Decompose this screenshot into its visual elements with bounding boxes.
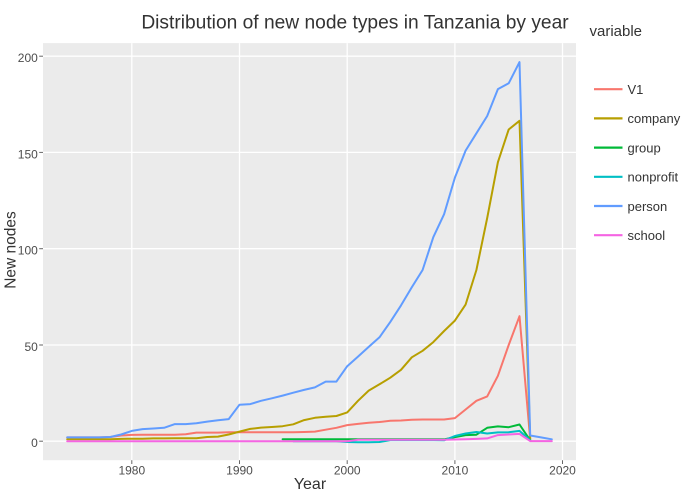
svg-text:variable: variable [590,23,643,40]
svg-text:2020: 2020 [549,464,576,478]
svg-text:Distribution of new node types: Distribution of new node types in Tanzan… [141,12,569,33]
svg-text:100: 100 [18,244,38,258]
svg-text:2000: 2000 [334,464,361,478]
svg-text:V1: V1 [628,82,644,97]
svg-text:group: group [628,140,661,155]
svg-text:person: person [628,199,668,214]
svg-text:company: company [628,111,681,126]
svg-text:200: 200 [18,51,38,65]
svg-text:Year: Year [294,476,327,493]
svg-text:1990: 1990 [226,464,253,478]
svg-text:2010: 2010 [442,464,469,478]
svg-text:New nodes: New nodes [3,211,20,289]
svg-text:1980: 1980 [118,464,145,478]
svg-text:nonprofit: nonprofit [628,170,679,185]
svg-text:150: 150 [18,147,38,161]
svg-text:0: 0 [31,436,38,450]
svg-text:50: 50 [24,340,38,354]
svg-text:school: school [628,228,666,243]
